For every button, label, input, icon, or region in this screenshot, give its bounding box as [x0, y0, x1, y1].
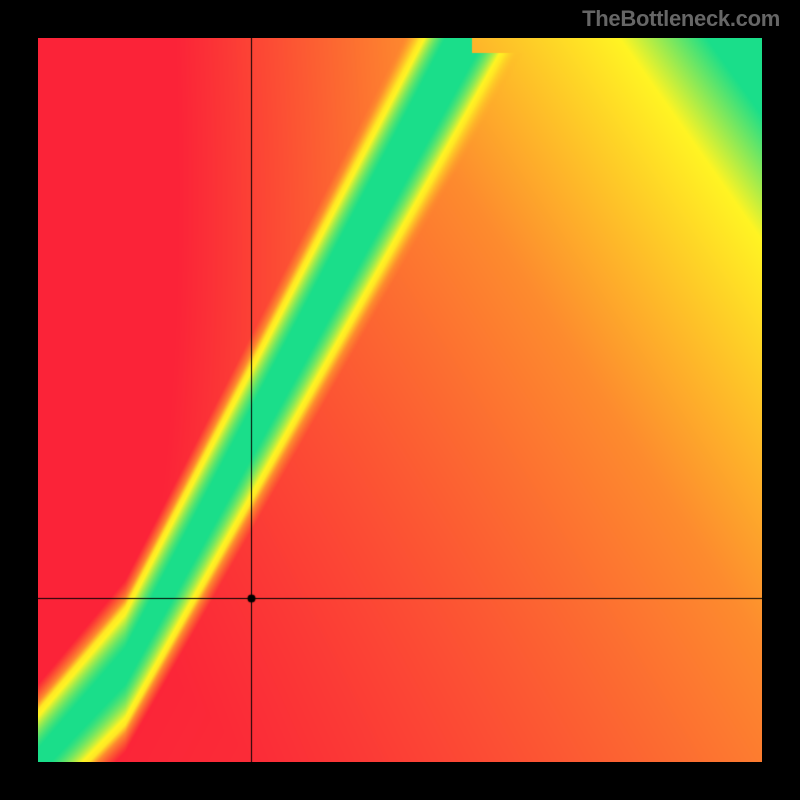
chart-container: TheBottleneck.com	[0, 0, 800, 800]
watermark-text: TheBottleneck.com	[582, 6, 780, 32]
bottleneck-heatmap	[38, 38, 762, 762]
